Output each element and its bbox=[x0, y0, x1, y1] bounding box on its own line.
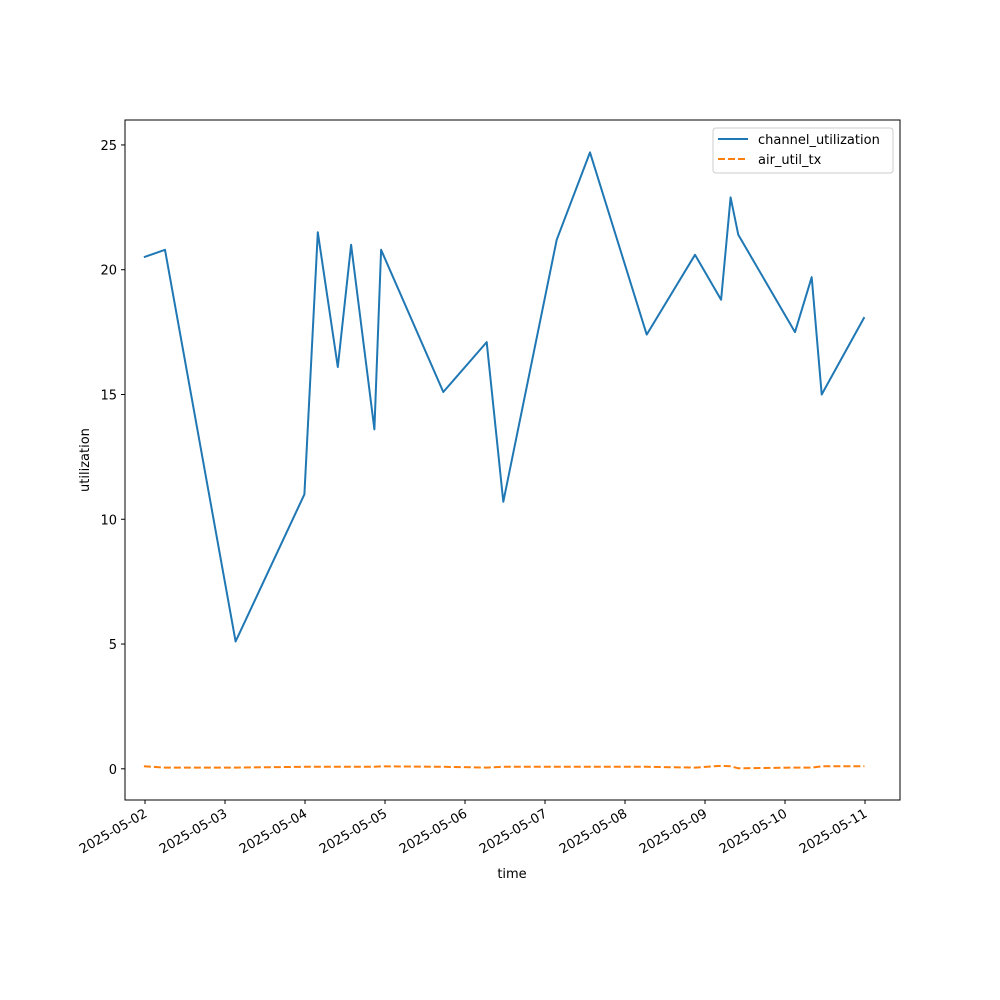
plot-layer bbox=[143, 151, 866, 770]
y-tick-label: 10 bbox=[100, 513, 117, 528]
y-tick-label: 25 bbox=[100, 139, 117, 154]
y-tick-label: 5 bbox=[109, 638, 117, 653]
legend-box bbox=[712, 127, 894, 174]
y-tick-label: 0 bbox=[109, 763, 117, 778]
legend-label-channel-utilization: channel_utilization bbox=[758, 133, 880, 148]
series-line-air-util-tx bbox=[143, 764, 865, 770]
y-tick-label: 15 bbox=[100, 388, 117, 403]
x-axis-label: time bbox=[497, 867, 526, 882]
y-tick-label: 20 bbox=[100, 264, 117, 279]
legend: channel_utilization air_util_tx bbox=[712, 127, 894, 174]
series-line-channel-utilization bbox=[143, 151, 866, 643]
plot-frame bbox=[124, 119, 901, 801]
y-axis-label: utilization bbox=[78, 428, 93, 492]
legend-label-air-util-tx: air_util_tx bbox=[758, 153, 822, 168]
